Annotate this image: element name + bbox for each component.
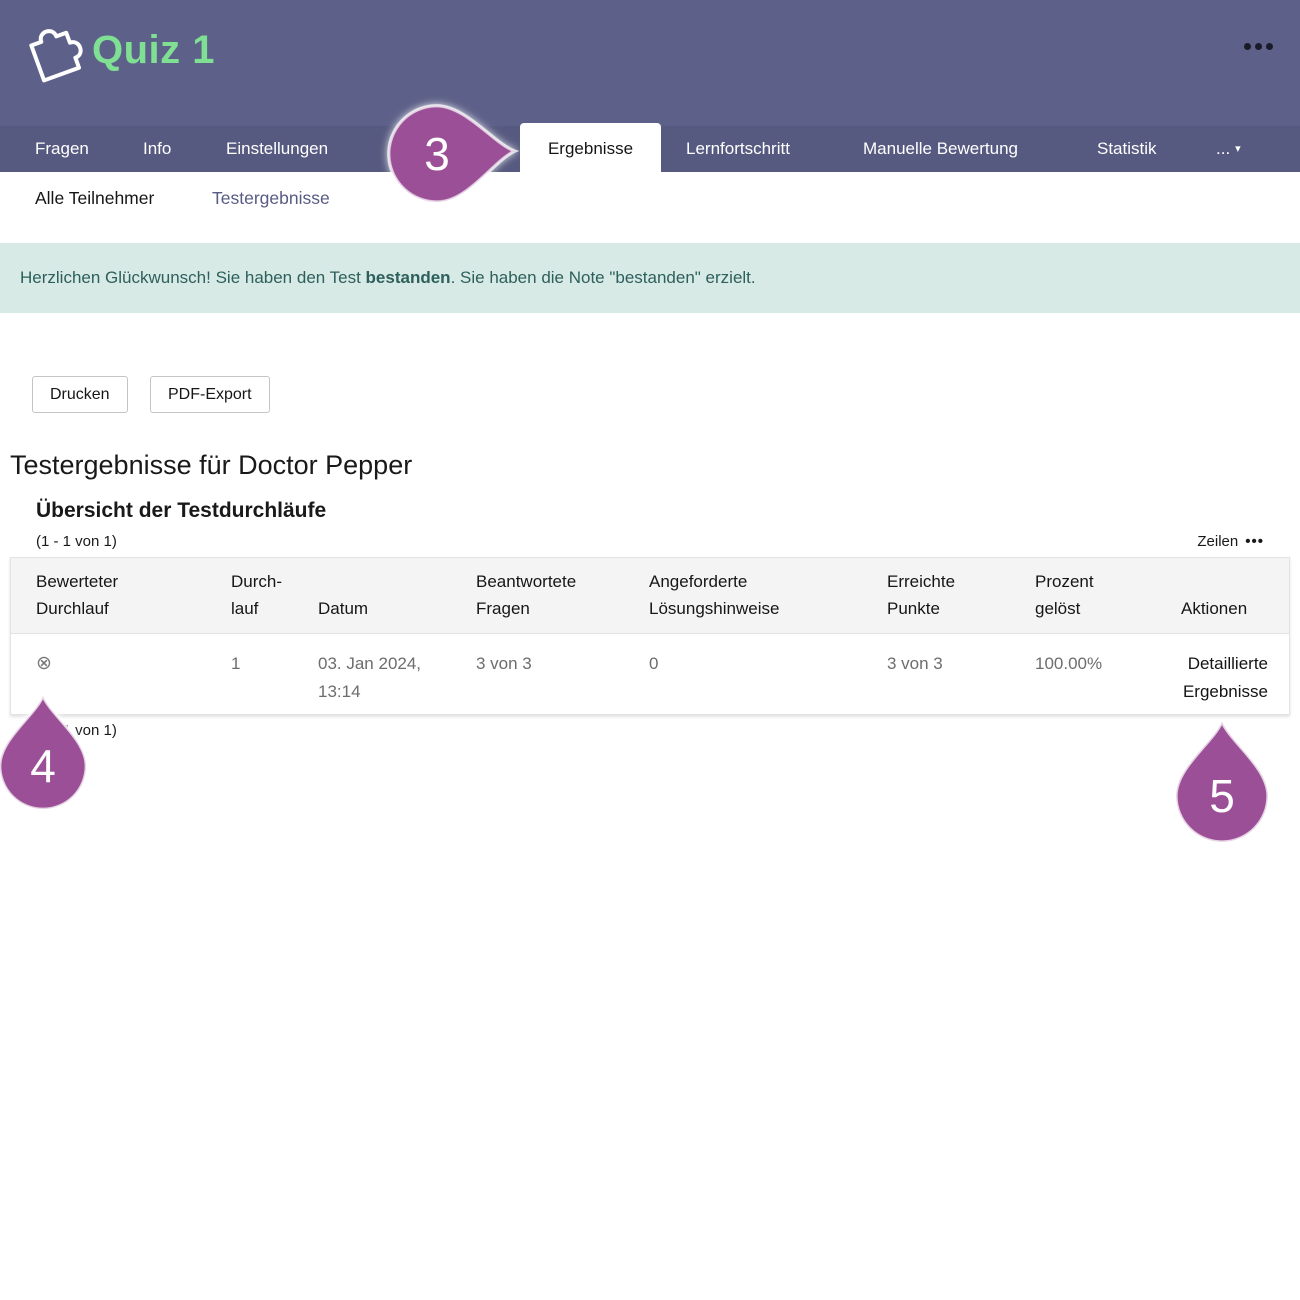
kebab-menu-icon[interactable] — [1244, 43, 1273, 50]
rows-label: Zeilen — [1197, 533, 1239, 550]
table-header-row: Bewerteter Durchlauf Durch-lauf Datum Bea… — [11, 558, 1289, 634]
pagination-top: (1 - 1 von 1) — [36, 533, 117, 550]
circled-x-icon: ⊗ — [36, 653, 52, 674]
table-row: ⊗ 1 03. Jan 2024, 13:14 3 von 3 0 3 von 3… — [11, 634, 1289, 714]
results-heading: Testergebnisse für Doctor Pepper — [10, 450, 413, 480]
col-prozent-geloest: Prozent gelöst — [1035, 572, 1094, 618]
alert-text-2: . Sie haben die Note "bestanden" erzielt… — [450, 268, 756, 287]
annotation-number-3: 3 — [424, 128, 450, 180]
chevron-down-icon: ▾ — [1235, 143, 1241, 155]
tab-manuelle-bewertung[interactable]: Manuelle Bewertung — [863, 139, 1018, 158]
cell-points: 3 von 3 — [887, 654, 943, 673]
col-bewerteter-durchlauf: Bewerteter Durchlauf — [36, 572, 119, 618]
detailed-results-link[interactable]: Detaillierte Ergebnisse — [1182, 654, 1268, 701]
annotation-number-5: 5 — [1209, 770, 1235, 822]
app-header: Quiz 1 — [0, 0, 1300, 126]
annotation-marker-4 — [0, 692, 88, 811]
cell-date: 03. Jan 2024, 13:14 — [318, 654, 422, 701]
cell-hints: 0 — [649, 654, 659, 673]
tab-lernfortschritt[interactable]: Lernfortschritt — [686, 139, 790, 158]
cell-answered: 3 von 3 — [476, 654, 532, 673]
results-table: Bewerteter Durchlauf Durch-lauf Datum Bea… — [10, 557, 1290, 715]
annotation-number-4: 4 — [30, 740, 56, 792]
subnav-alle-teilnehmer[interactable]: Alle Teilnehmer — [35, 188, 155, 208]
col-datum: Datum — [318, 599, 369, 618]
rows-menu: Zeilen ••• — [1197, 533, 1264, 550]
alert-text-1: Herzlichen Glückwunsch! Sie haben den Te… — [20, 268, 366, 287]
tab-more-label: ... — [1216, 139, 1231, 158]
col-durchlauf: Durch-lauf — [231, 572, 283, 618]
rows-menu-icon[interactable]: ••• — [1245, 533, 1264, 550]
print-button[interactable]: Drucken — [32, 376, 128, 413]
pdf-export-button[interactable]: PDF-Export — [150, 376, 270, 413]
tab-ergebnisse[interactable]: Ergebnisse — [520, 123, 661, 172]
cell-percent: 100.00% — [1035, 654, 1103, 673]
col-aktionen: Aktionen — [1181, 599, 1248, 618]
puzzle-icon — [29, 29, 83, 83]
tab-bar: Fragen Info Einstellungen Ergebnisse Ler… — [0, 123, 1300, 172]
subnav-testergebnisse[interactable]: Testergebnisse — [212, 188, 330, 208]
cell-attempt: 1 — [231, 654, 241, 673]
page-title: Quiz 1 — [92, 28, 216, 72]
tab-fragen[interactable]: Fragen — [35, 139, 89, 158]
col-beantwortete-fragen: Beantwortete Fragen — [476, 572, 577, 618]
alert-text-bold: bestanden — [365, 268, 451, 287]
tab-statistik[interactable]: Statistik — [1097, 139, 1157, 158]
cell-scored-attempt: ⊗ — [11, 634, 231, 714]
tab-einstellungen[interactable]: Einstellungen — [226, 139, 329, 158]
success-alert: Herzlichen Glückwunsch! Sie haben den Te… — [0, 243, 1300, 313]
annotation-marker-3 — [387, 104, 520, 204]
tab-more[interactable]: ... ▾ — [1216, 126, 1241, 172]
tab-info[interactable]: Info — [143, 139, 172, 158]
overview-heading: Übersicht der Testdurchläufe — [36, 499, 327, 522]
sub-nav: Alle Teilnehmer Testergebnisse — [0, 172, 1300, 243]
col-angeforderte-loesungshinweise: Angeforderte Lösungshinweise — [649, 572, 780, 618]
annotation-marker-5 — [1174, 717, 1270, 844]
col-erreichte-punkte: Erreichte Punkte — [887, 572, 956, 618]
